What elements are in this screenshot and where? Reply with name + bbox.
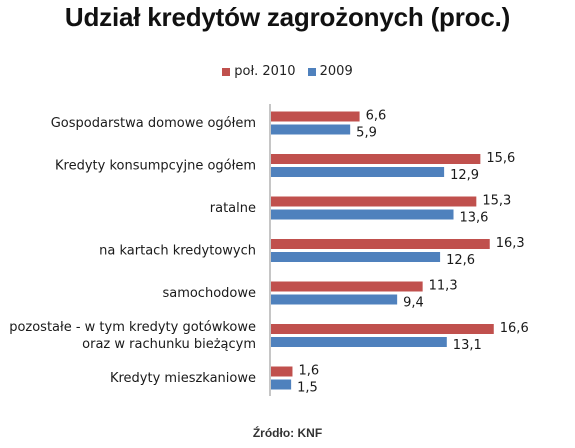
category-label-line: Kredyty konsumpcyjne ogółem: [55, 159, 256, 174]
data-label: 6,6: [366, 109, 387, 124]
category-label-line: oraz w rachunku bieżącym: [82, 337, 256, 352]
bar-2009: [271, 294, 398, 305]
category-label: pozostałe - w tym kredyty gotówkowe oraz …: [9, 320, 256, 352]
category-label: na kartach kredytowych: [99, 244, 256, 259]
bar-2010: [271, 239, 490, 249]
legend-label-2010: poł. 2010: [234, 64, 296, 79]
data-label: 1,5: [297, 381, 318, 396]
bar-2010: [271, 281, 423, 292]
data-label: 12,6: [446, 253, 475, 268]
source-note: Źródło: KNF: [252, 426, 323, 440]
data-label: 13,1: [453, 338, 482, 353]
category-label: samochodowe: [162, 286, 256, 301]
category-label-line: Kredyty mieszkaniowe: [110, 371, 256, 386]
chart-legend: poł. 2010 2009: [0, 64, 575, 80]
bar-2010: [271, 366, 293, 377]
data-label: 16,3: [496, 236, 525, 251]
category-label: Kredyty konsumpcyjne ogółem: [55, 159, 256, 174]
data-label: 13,6: [460, 211, 489, 226]
bar-2010: [271, 154, 481, 164]
data-label: 16,6: [500, 321, 529, 336]
legend-swatch-2009: [307, 67, 316, 76]
bar-2010: [271, 111, 360, 122]
category-label-line: pozostałe - w tym kredyty gotówkowe: [9, 320, 256, 335]
data-label: 12,9: [450, 168, 479, 183]
category-label-line: ratalne: [210, 201, 256, 216]
bar-2009: [271, 379, 292, 390]
legend-item-2009: 2009: [307, 64, 353, 79]
bar-2009: [271, 209, 454, 220]
data-label: 5,9: [356, 126, 377, 141]
category-label: Gospodarstwa domowe ogółem: [51, 116, 256, 131]
bar-2010: [271, 196, 477, 207]
data-label: 15,6: [486, 151, 515, 166]
category-label-line: na kartach kredytowych: [99, 244, 256, 259]
bar-2009: [271, 167, 445, 177]
category-label: ratalne: [210, 201, 256, 216]
bar-2009: [271, 124, 351, 135]
data-label: 9,4: [403, 296, 424, 311]
chart-title: Udział kredytów zagrożonych (proc.): [64, 2, 511, 32]
data-label: 15,3: [482, 194, 511, 209]
bar-2009: [271, 252, 441, 262]
category-label-line: samochodowe: [162, 286, 256, 301]
legend-label-2009: 2009: [319, 64, 353, 79]
legend-swatch-2010: [222, 67, 231, 76]
bar-2009: [271, 337, 447, 347]
legend-item-2010: poł. 2010: [222, 64, 296, 79]
data-label: 11,3: [429, 279, 458, 294]
category-label-line: Gospodarstwa domowe ogółem: [51, 116, 256, 131]
data-label: 1,6: [298, 364, 319, 379]
bar-2010: [271, 324, 494, 334]
category-label: Kredyty mieszkaniowe: [110, 371, 256, 386]
